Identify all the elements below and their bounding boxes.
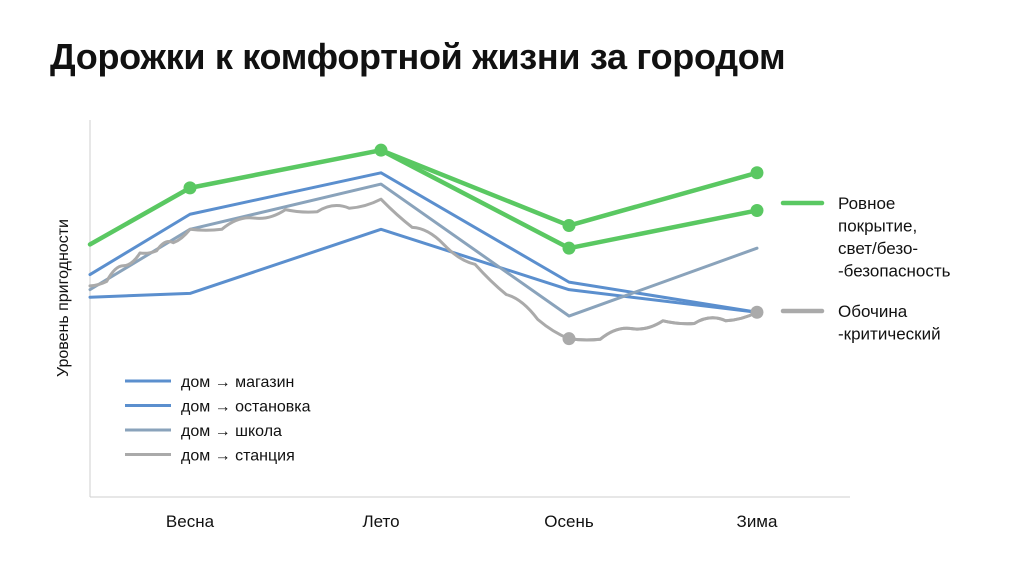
series-line xyxy=(88,197,759,342)
chart-axes xyxy=(89,120,850,498)
series-marker xyxy=(183,181,197,195)
annotation-line: свет/безо- xyxy=(838,239,918,258)
series-marker xyxy=(562,219,576,233)
x-tick-label: Весна xyxy=(166,512,215,531)
legend-label: дом → магазин xyxy=(181,374,294,391)
annotation-line: Ровное xyxy=(838,194,895,213)
series-marker xyxy=(562,332,576,346)
annotation-line: -критический xyxy=(838,325,941,344)
legend-label: дом → станция xyxy=(181,448,295,465)
y-axis-label-group: Уровень пригодности xyxy=(55,219,72,377)
page-title: Дорожки к комфортной жизни за городом xyxy=(50,36,786,77)
chart-legend: дом → магазин дом → остановка дом → школа д… xyxy=(125,374,311,465)
y-axis-label: Уровень пригодности xyxy=(55,219,72,377)
annotation-line: -безопасность xyxy=(838,262,951,281)
series-marker xyxy=(750,166,764,180)
annotation-line: покрытие, xyxy=(838,217,917,236)
annotation-line: Обочина xyxy=(838,302,908,321)
x-tick-label: Зима xyxy=(737,512,778,531)
series-marker xyxy=(750,203,764,217)
x-tick-label: Лето xyxy=(362,512,399,531)
x-tick-label: Осень xyxy=(544,512,594,531)
highlight-series-line xyxy=(567,310,759,342)
legend-label: дом → школа xyxy=(181,423,282,440)
highlight-series-line xyxy=(378,147,760,228)
series-line xyxy=(88,227,759,314)
legend-label: дом → остановка xyxy=(181,399,311,416)
x-tick-labels: Весна Лето Осень Зима xyxy=(166,512,778,531)
series-marker xyxy=(562,241,576,255)
chart-annotations: Ровное покрытие, свет/безо- -безопасность Об… xyxy=(780,194,951,344)
series-marker xyxy=(750,305,764,319)
chart-series xyxy=(87,143,764,346)
